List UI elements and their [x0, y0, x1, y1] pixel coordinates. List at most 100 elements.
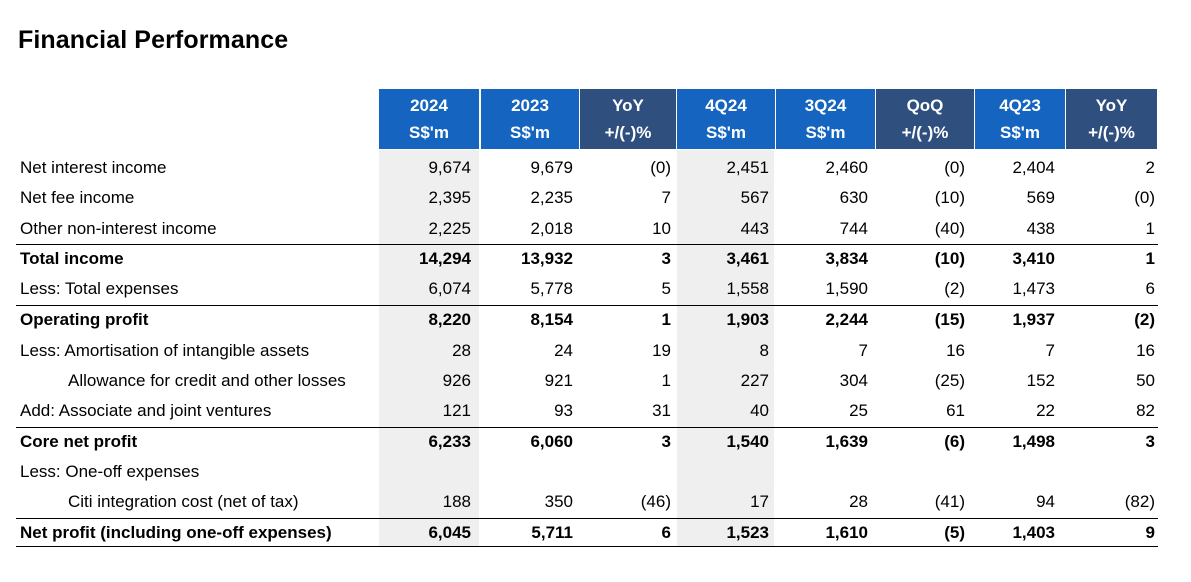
row-label: Other non-interest income	[20, 219, 217, 238]
column-header: 4Q24 S$'m	[677, 89, 775, 149]
row-label: Less: Amortisation of intangible assets	[20, 341, 310, 360]
table-cell: 25	[849, 401, 868, 420]
table-cell: (2)	[1134, 310, 1155, 329]
column-header-unit: S$'m	[510, 122, 550, 142]
table-cell: 350	[544, 492, 573, 511]
column-header-unit: S$'m	[409, 122, 449, 142]
table-cell: 3,461	[726, 249, 769, 268]
table-cell: 7	[661, 188, 671, 207]
column-header: QoQ +/(-)%	[876, 89, 974, 149]
column-header-period: 2024	[410, 96, 448, 116]
table-cell: (0)	[650, 158, 671, 177]
table-cell: 6,045	[428, 523, 471, 542]
column-header-unit: S$'m	[805, 122, 846, 142]
table-cell: 8,220	[428, 310, 471, 329]
table-cell: 1	[1145, 249, 1155, 268]
table-cell: 2,451	[726, 158, 769, 177]
table-cell: 2,235	[530, 188, 573, 207]
table-cell: 3,410	[1012, 249, 1055, 268]
column-header-unit: S$'m	[1000, 122, 1040, 142]
column-header: 2023 S$'m	[481, 89, 579, 149]
table-cell: 6	[661, 523, 671, 542]
table-cell: 22	[1036, 401, 1055, 420]
row-label: Total income	[20, 249, 124, 268]
table-cell: 5,778	[530, 279, 573, 298]
table-cell: 82	[1136, 401, 1155, 420]
table-cell: 1,590	[825, 279, 868, 298]
table-cell: (82)	[1124, 492, 1155, 511]
column-header-unit: +/(-)%	[1088, 122, 1135, 142]
column-header-period: 2023	[511, 96, 549, 116]
column-header-unit: S$'m	[706, 122, 746, 142]
column-header: 4Q23 S$'m	[975, 89, 1065, 149]
table-cell: 6,074	[428, 279, 471, 298]
table-cell: 24	[554, 341, 573, 360]
column-header: YoY +/(-)%	[580, 89, 676, 149]
column-header: 3Q24 S$'m	[776, 89, 875, 149]
table-cell: 10	[652, 219, 671, 238]
table-cell: (10)	[934, 188, 965, 207]
table-cell: 16	[946, 341, 965, 360]
row-label: Citi integration cost (net of tax)	[68, 492, 299, 511]
table-cell: 921	[544, 371, 573, 390]
table-cell: 1,903	[726, 310, 769, 329]
row-label: Operating profit	[20, 310, 149, 329]
table-cell: (41)	[934, 492, 965, 511]
table-cell: 1,473	[1012, 279, 1055, 298]
table-cell: 188	[442, 492, 471, 511]
table-cell: 1,937	[1012, 310, 1055, 329]
table-cell: 40	[750, 401, 769, 420]
row-divider	[16, 427, 1158, 428]
table-cell: 438	[1026, 219, 1055, 238]
table-cell: (46)	[640, 492, 671, 511]
row-label: Net fee income	[20, 188, 135, 207]
table-cell: 1,403	[1012, 523, 1055, 542]
table-cell: 19	[652, 341, 671, 360]
table-cell: 5	[661, 279, 671, 298]
table-cell: 8	[759, 341, 769, 360]
row-divider	[16, 244, 1158, 245]
table-cell: 61	[946, 401, 965, 420]
table-cell: 31	[652, 401, 671, 420]
table-cell: 7	[1045, 341, 1055, 360]
table-cell: 2,460	[825, 158, 868, 177]
table-cell: 1	[661, 371, 671, 390]
table-cell: 1,540	[726, 432, 769, 451]
table-cell: 94	[1036, 492, 1055, 511]
table-cell: 2,395	[428, 188, 471, 207]
table-cell: 8,154	[530, 310, 573, 329]
page-title: Financial Performance	[18, 26, 289, 54]
column-header-period: 3Q24	[804, 96, 847, 116]
column-header-unit: +/(-)%	[604, 122, 652, 142]
table-cell: 13,932	[521, 249, 573, 268]
table-cell: (25)	[934, 371, 965, 390]
table-cell: 28	[452, 341, 471, 360]
table-cell: 9,679	[530, 158, 573, 177]
table-cell: 2	[1145, 158, 1155, 177]
table-cell: 304	[839, 371, 868, 390]
table-cell: 630	[839, 188, 868, 207]
table-cell: 121	[442, 401, 471, 420]
table-cell: 1,558	[726, 279, 769, 298]
table-cell: 3	[661, 432, 671, 451]
table-cell: 744	[839, 219, 868, 238]
table-cell: (6)	[944, 432, 965, 451]
table-cell: 6,060	[530, 432, 573, 451]
row-label: Add: Associate and joint ventures	[20, 401, 272, 420]
table-cell: 16	[1136, 341, 1155, 360]
table-cell: 2,225	[428, 219, 471, 238]
table-cell: 9	[1145, 523, 1155, 542]
table-cell: 93	[554, 401, 573, 420]
row-divider	[16, 305, 1158, 306]
table-cell: 1,498	[1012, 432, 1055, 451]
column-header-period: YoY	[612, 96, 644, 116]
table-cell: (2)	[944, 279, 965, 298]
table-cell: 2,404	[1012, 158, 1055, 177]
column-header-period: 4Q23	[999, 96, 1041, 116]
column-header-period: YoY	[1095, 96, 1128, 116]
table-cell: 1,610	[825, 523, 868, 542]
table-cell: 567	[740, 188, 769, 207]
shaded-column-4q24	[677, 150, 774, 546]
table-cell: (5)	[944, 523, 965, 542]
table-cell: 1,523	[726, 523, 769, 542]
